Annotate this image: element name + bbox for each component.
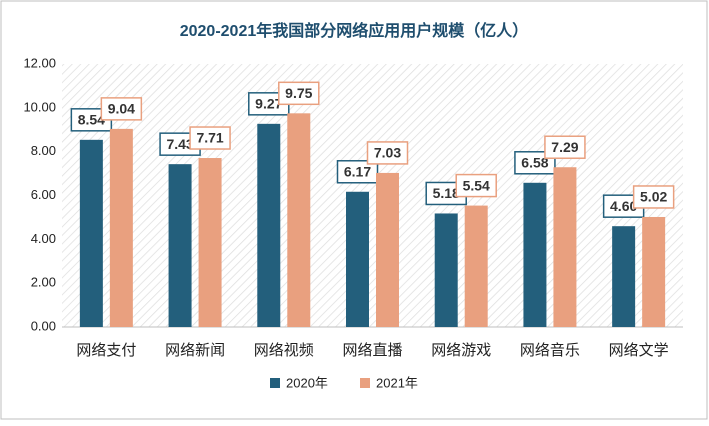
value-label-box [278, 81, 320, 106]
value-label-box [544, 135, 586, 159]
value-label: 9.04 [108, 101, 135, 117]
y-tick-label: 2.00 [31, 275, 56, 290]
legend-label: 2020年 [286, 375, 328, 390]
bar [642, 216, 666, 327]
x-tick-label: 网络视频 [254, 342, 314, 359]
value-label: 6.58 [521, 154, 548, 170]
y-tick-label: 8.00 [31, 143, 56, 158]
value-label: 5.18 [433, 185, 460, 201]
legend-swatch [270, 378, 280, 388]
value-label: 8.54 [78, 112, 105, 128]
bar [168, 164, 192, 327]
x-tick-label: 网络新闻 [165, 342, 225, 359]
value-label: 7.71 [196, 130, 223, 146]
y-tick-label: 4.00 [31, 231, 56, 246]
y-tick-label: 12.00 [23, 55, 56, 70]
bar [553, 167, 577, 327]
legend-label: 2021年 [376, 375, 418, 390]
y-tick-label: 0.00 [31, 318, 56, 333]
bar [287, 113, 311, 327]
value-label: 9.27 [255, 96, 282, 112]
x-tick-label: 网络支付 [76, 342, 136, 359]
bar [434, 213, 458, 327]
y-tick-label: 6.00 [31, 187, 56, 202]
value-label-box [455, 173, 497, 198]
bar [523, 182, 547, 327]
value-label: 7.29 [551, 139, 578, 155]
value-label: 9.75 [285, 85, 312, 101]
bar [346, 191, 369, 327]
value-label: 6.17 [344, 163, 371, 179]
bar [612, 226, 636, 327]
bar [109, 128, 133, 327]
value-label-box [366, 141, 409, 165]
value-label-box [189, 126, 231, 150]
x-tick-label: 网络直播 [342, 342, 402, 359]
value-label: 4.60 [610, 198, 637, 214]
x-tick-label: 网络游戏 [431, 342, 491, 359]
value-label-box [336, 160, 379, 184]
bar [79, 139, 103, 327]
value-label: 7.03 [374, 145, 401, 161]
value-label: 7.43 [166, 136, 193, 152]
bar [464, 205, 488, 327]
plot-background [62, 64, 683, 327]
x-tick-label: 网络音乐 [520, 342, 580, 359]
chart-title: 2020-2021年我国部分网络应用用户规模（亿人） [180, 21, 529, 40]
y-tick-label: 10.00 [23, 99, 56, 114]
bar [257, 123, 281, 328]
value-label-box [100, 97, 143, 121]
value-label: 5.02 [640, 189, 667, 205]
value-label: 5.54 [463, 177, 490, 193]
value-label-box [632, 185, 675, 209]
bar [198, 158, 222, 327]
bar [376, 172, 399, 327]
legend-swatch [360, 378, 370, 388]
x-tick-label: 网络文学 [609, 342, 669, 359]
